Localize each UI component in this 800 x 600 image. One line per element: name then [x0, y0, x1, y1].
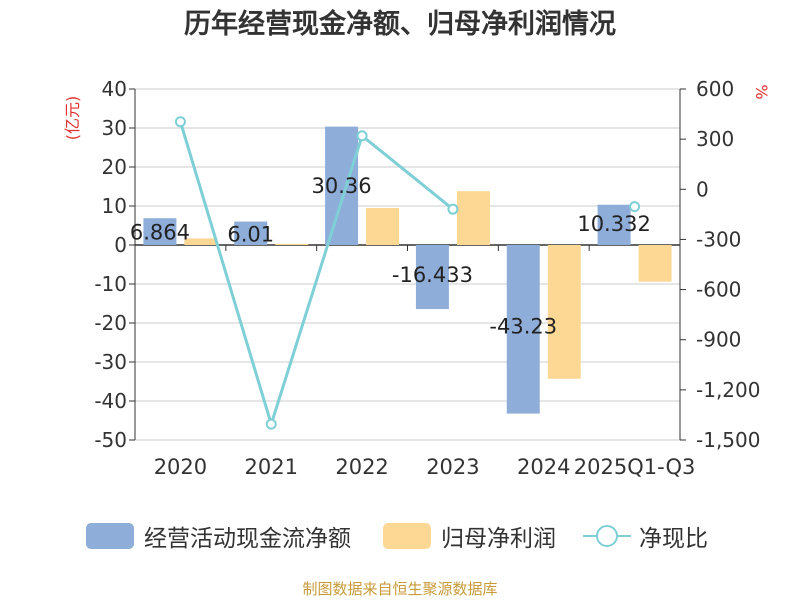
ratio-line-layer — [174, 116, 641, 430]
legend-line-marker-icon — [583, 523, 631, 549]
bar-net-profit — [366, 207, 400, 245]
right-axis-tick-label: -900 — [696, 328, 741, 352]
legend-item-net-profit[interactable]: 归母净利润 — [383, 516, 556, 556]
left-axis-tick-label: -10 — [94, 272, 127, 296]
left-axis-tick-label: -40 — [94, 389, 127, 413]
axis-layer: 40 30 20 10 0 -10 -20 -30 -40 -50 600 300 0 -300 -600 -… — [63, 77, 771, 479]
right-axis-tick-label: -1,500 — [696, 428, 760, 452]
category-label: 2021 — [245, 455, 298, 479]
legend-label-net-profit: 归母净利润 — [441, 526, 556, 552]
right-axis-tick-label: -1,200 — [696, 378, 760, 402]
ratio-line-segment — [178, 121, 454, 430]
legend-swatch-net-profit — [383, 523, 431, 549]
bar-operating-cash-flow — [506, 245, 540, 414]
bar-data-label: 6.864 — [130, 221, 190, 245]
left-axis-tick-label: 40 — [102, 77, 127, 101]
ratio-point — [356, 130, 368, 142]
grid-lines — [135, 88, 680, 441]
bar-data-label: 30.36 — [312, 174, 372, 198]
ratio-point — [174, 116, 186, 128]
left-axis-unit-label: (亿元) — [63, 96, 82, 141]
left-axis-tick-label: 30 — [102, 116, 127, 140]
left-axis-tick-label: 20 — [102, 155, 127, 179]
right-axis-unit-label: % — [752, 84, 771, 99]
legend-label-cash-ratio: 净现比 — [639, 526, 708, 552]
bar-operating-cash-flow — [415, 245, 449, 310]
bar-data-label: 6.01 — [227, 222, 274, 246]
chart-title: 历年经营现金净额、归母净利润情况 — [184, 9, 616, 40]
bar-data-label: -16.433 — [392, 263, 473, 287]
left-axis-tick-label: -20 — [94, 311, 127, 335]
legend-label-cash-flow: 经营活动现金流净额 — [144, 526, 351, 552]
legend-swatch-cash-flow — [86, 523, 134, 549]
left-axis-tick-label: 10 — [102, 194, 127, 218]
left-axis-tick-label: -50 — [94, 428, 127, 452]
category-label: 2025Q1-Q3 — [574, 455, 696, 479]
chart-canvas: 40 30 20 10 0 -10 -20 -30 -40 -50 600 300 0 -300 -600 -… — [63, 77, 771, 479]
right-axis-tick-label: 0 — [696, 177, 709, 201]
category-label: 2024 — [517, 455, 570, 479]
bar-layer — [143, 126, 672, 414]
bar-operating-cash-flow — [143, 218, 177, 245]
category-label: 2022 — [335, 455, 388, 479]
category-label: 2023 — [426, 455, 479, 479]
bar-data-label: -43.23 — [489, 315, 557, 339]
ratio-point — [265, 418, 277, 430]
right-axis-tick-label: -600 — [696, 278, 741, 302]
bar-operating-cash-flow — [325, 126, 359, 245]
legend-item-operating-cash-flow[interactable]: 经营活动现金流净额 — [86, 516, 351, 556]
data-source-note: 制图数据来自恒生聚源数据库 — [302, 580, 498, 598]
right-axis-tick-label: 600 — [696, 77, 734, 101]
bar-net-profit — [184, 238, 218, 245]
left-axis-tick-label: -30 — [94, 350, 127, 374]
right-axis-tick-label: -300 — [696, 227, 741, 251]
bar-net-profit — [275, 243, 309, 245]
category-label: 2020 — [154, 455, 207, 479]
ratio-point — [629, 201, 641, 213]
bar-net-profit — [456, 191, 490, 245]
legend-item-cash-ratio[interactable]: 净现比 — [583, 516, 708, 556]
data-label-layer: 6.864 6.01 30.36 -16.433 -43.23 10.332 — [130, 174, 651, 339]
bar-operating-cash-flow — [234, 221, 268, 245]
right-axis-tick-label: 300 — [696, 127, 734, 151]
legend: 经营活动现金流净额 归母净利润 净现比 — [0, 516, 800, 556]
bar-net-profit — [638, 245, 672, 282]
ratio-point — [447, 203, 459, 215]
bar-net-profit — [547, 245, 581, 379]
left-axis-tick-label: 0 — [114, 233, 127, 257]
bar-data-label: 10.332 — [577, 212, 650, 236]
bar-operating-cash-flow — [597, 204, 631, 245]
